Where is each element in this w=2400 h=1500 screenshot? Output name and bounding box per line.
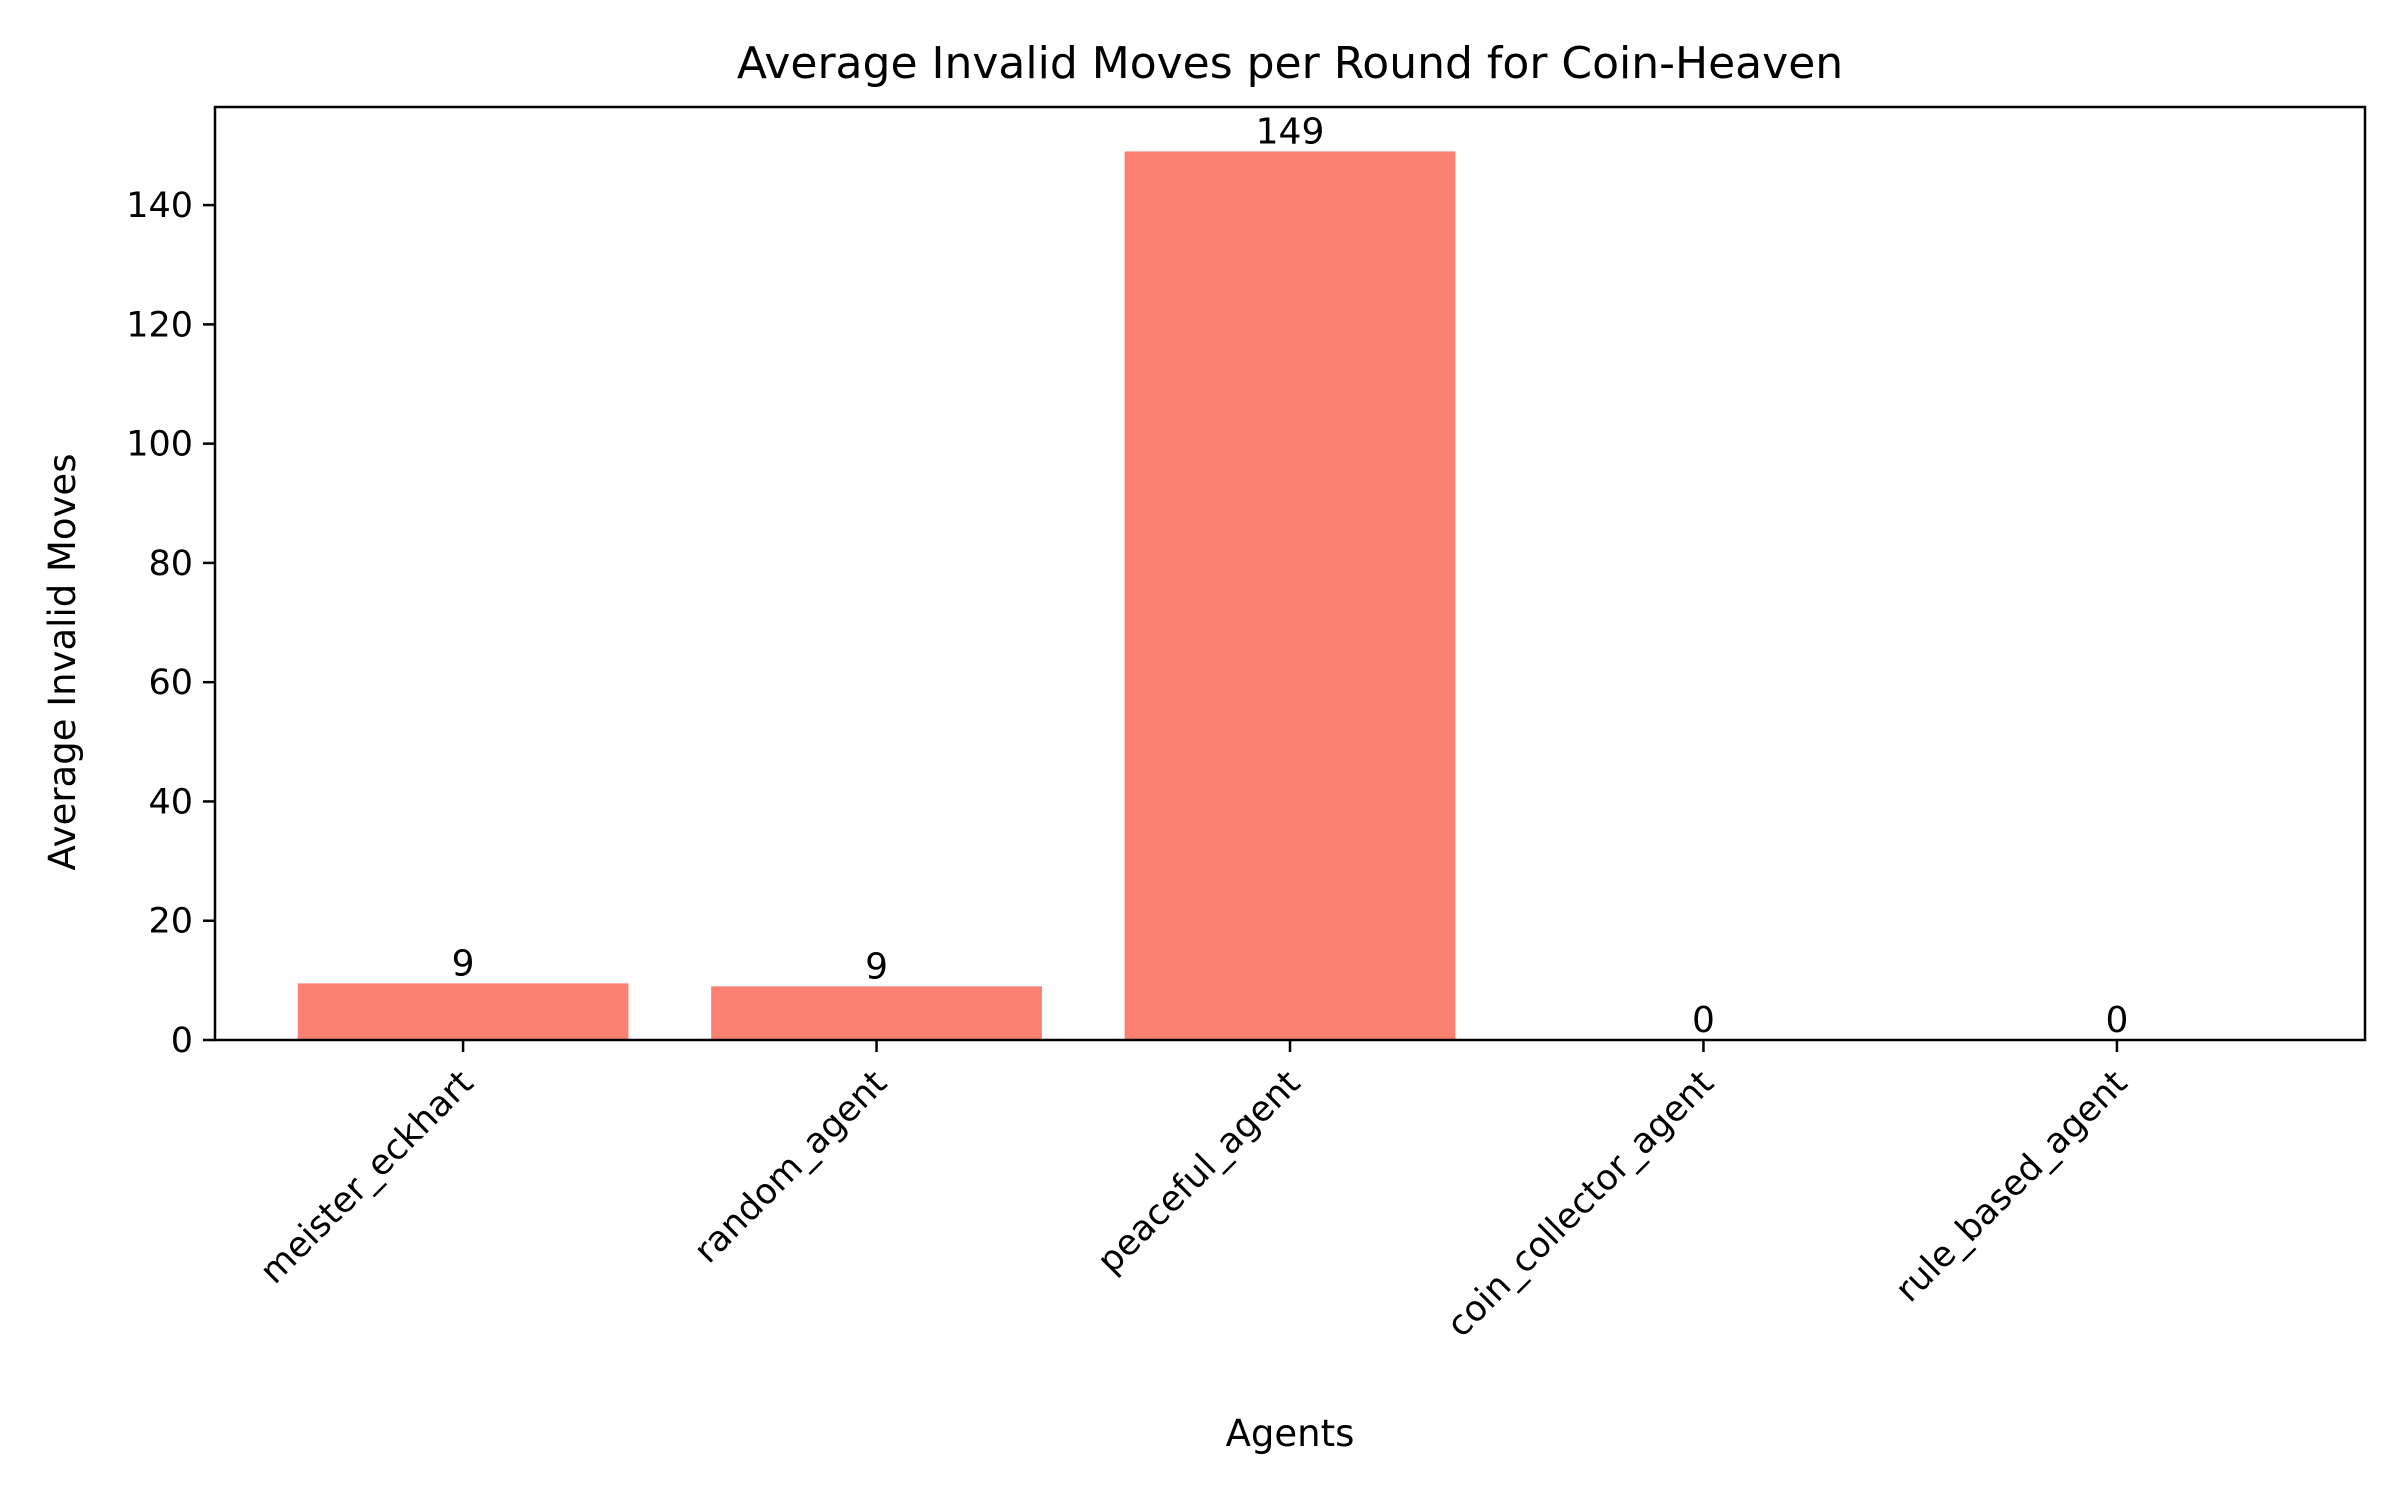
bar-peaceful_agent [1124,151,1456,1040]
x-tick-label-rule_based_agent: rule_based_agent [1888,1063,2135,1310]
x-ticks-group: meister_eckhart random_agent peaceful_agen… [253,1040,2135,1345]
data-labels-group: 9 9 149 0 0 [452,111,2129,1041]
x-tick-label-meister_eckhart: meister_eckhart [253,1063,482,1292]
chart-title: Average Invalid Moves per Round for Coin… [737,38,1843,89]
bar-meister_eckhart [297,983,629,1040]
bar-random_agent [711,986,1042,1040]
data-label-meister_eckhart: 9 [452,943,475,984]
y-tick-label: 140 [126,186,193,226]
bars-group [297,151,1456,1040]
data-label-random_agent: 9 [865,946,888,987]
y-tick-label: 0 [171,1021,193,1061]
y-tick-label: 80 [148,544,193,584]
data-label-peaceful_agent: 149 [1256,111,1325,152]
y-axis-label: Average Invalid Moves [41,454,84,871]
y-ticks-group: 0 20 40 60 80 100 120 140 [126,186,215,1061]
plot-frame [213,105,2367,1042]
y-tick-label: 100 [126,425,193,465]
y-tick-label: 120 [126,305,193,345]
x-axis-label: Agents [1226,1412,1355,1455]
x-tick-label-coin_collector_agent: coin_collector_agent [1440,1063,1722,1345]
x-tick-label-random_agent: random_agent [687,1063,895,1271]
y-tick-label: 40 [148,782,193,822]
data-label-coin_collector_agent: 0 [1692,1000,1715,1041]
x-tick-label-peaceful_agent: peaceful_agent [1090,1063,1308,1281]
y-tick-label: 20 [148,902,193,942]
y-tick-label: 60 [148,663,193,703]
data-label-rule_based_agent: 0 [2105,1000,2128,1041]
